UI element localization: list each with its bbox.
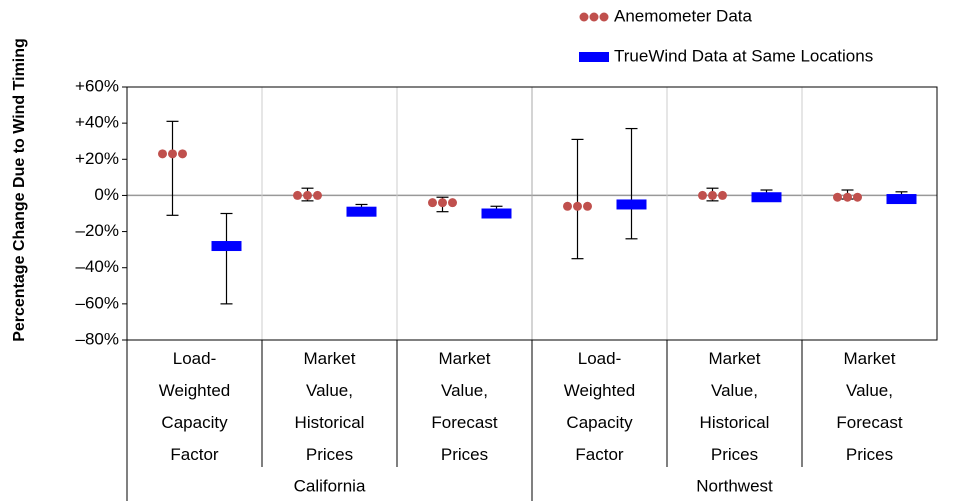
dot [843, 192, 852, 202]
x-tick-line: Value, [441, 381, 488, 400]
y-tick-label: –60% [76, 293, 119, 312]
x-tick-line: Weighted [564, 381, 636, 400]
x-tick-line: Factor [575, 445, 624, 464]
data-point [833, 192, 862, 202]
x-tick-label: Load- Weighted Capacity Factor [564, 349, 636, 464]
x-tick-line: Weighted [159, 381, 231, 400]
data-point [211, 241, 242, 252]
x-tick-line: Prices [846, 445, 893, 464]
y-tick-label: +40% [75, 113, 119, 132]
data-point [751, 192, 782, 203]
dot [303, 190, 312, 200]
y-tick-label: –40% [76, 257, 119, 276]
dot [583, 201, 592, 211]
x-tick-line: Prices [711, 445, 758, 464]
dot [708, 190, 717, 200]
dot [178, 149, 187, 159]
x-tick-line: Capacity [161, 413, 228, 432]
dot [158, 149, 167, 159]
y-tick-label: +60% [75, 76, 119, 95]
x-tick-line: Market [304, 349, 356, 368]
x-tick-line: Value, [846, 381, 893, 400]
legend-marker [579, 52, 609, 62]
y-axis-title: Percentage Change Due to Wind Timing [11, 38, 28, 342]
dot [293, 190, 302, 200]
y-tick-label: –20% [76, 221, 119, 240]
x-tick-line: Market [844, 349, 896, 368]
x-tick-line: Load- [173, 349, 216, 368]
data-point [563, 201, 592, 211]
dot [563, 201, 572, 211]
x-tick-line: Prices [306, 445, 353, 464]
y-tick-label: +20% [75, 149, 119, 168]
dot [448, 198, 457, 208]
dot [833, 192, 842, 202]
dot [698, 190, 707, 200]
group-label: California [294, 476, 366, 495]
dot [428, 198, 437, 208]
x-tick-label: Market Value, Historical Prices [295, 349, 365, 464]
x-tick-label: Market Value, Forecast Prices [431, 349, 497, 464]
legend-marker [579, 12, 609, 22]
dot [168, 149, 177, 159]
x-tick-label: Load- Weighted Capacity Factor [159, 349, 231, 464]
x-tick-line: Value, [306, 381, 353, 400]
x-tick-line: Market [709, 349, 761, 368]
dot [579, 12, 589, 22]
y-tick-label: –80% [76, 329, 119, 348]
dot [589, 12, 599, 22]
plot-frame [126, 86, 938, 341]
dot [438, 198, 447, 208]
legend-label: TrueWind Data at Same Locations [614, 46, 873, 65]
y-tick-label: 0% [94, 185, 119, 204]
x-tick-line: Forecast [431, 413, 497, 432]
group-label: Northwest [696, 476, 773, 495]
dot [853, 192, 862, 202]
data-point [293, 190, 322, 200]
data-point [428, 198, 457, 208]
data-point [346, 206, 377, 217]
x-tick-line: Market [439, 349, 491, 368]
legend-label: Anemometer Data [614, 6, 752, 25]
dot [573, 201, 582, 211]
x-tick-line: Prices [441, 445, 488, 464]
data-point [698, 190, 727, 200]
dot [313, 190, 322, 200]
x-tick-line: Value, [711, 381, 758, 400]
x-tick-label: Market Value, Forecast Prices [836, 349, 902, 464]
x-tick-line: Capacity [566, 413, 633, 432]
dot [599, 12, 609, 22]
data-point [481, 208, 512, 219]
x-tick-line: Load- [578, 349, 621, 368]
x-tick-line: Forecast [836, 413, 902, 432]
data-point [158, 149, 187, 159]
data-point [616, 199, 647, 210]
data-point [886, 194, 917, 205]
x-tick-line: Factor [170, 445, 219, 464]
x-tick-label: Market Value, Historical Prices [700, 349, 770, 464]
dot [718, 190, 727, 200]
x-tick-line: Historical [295, 413, 365, 432]
x-tick-line: Historical [700, 413, 770, 432]
